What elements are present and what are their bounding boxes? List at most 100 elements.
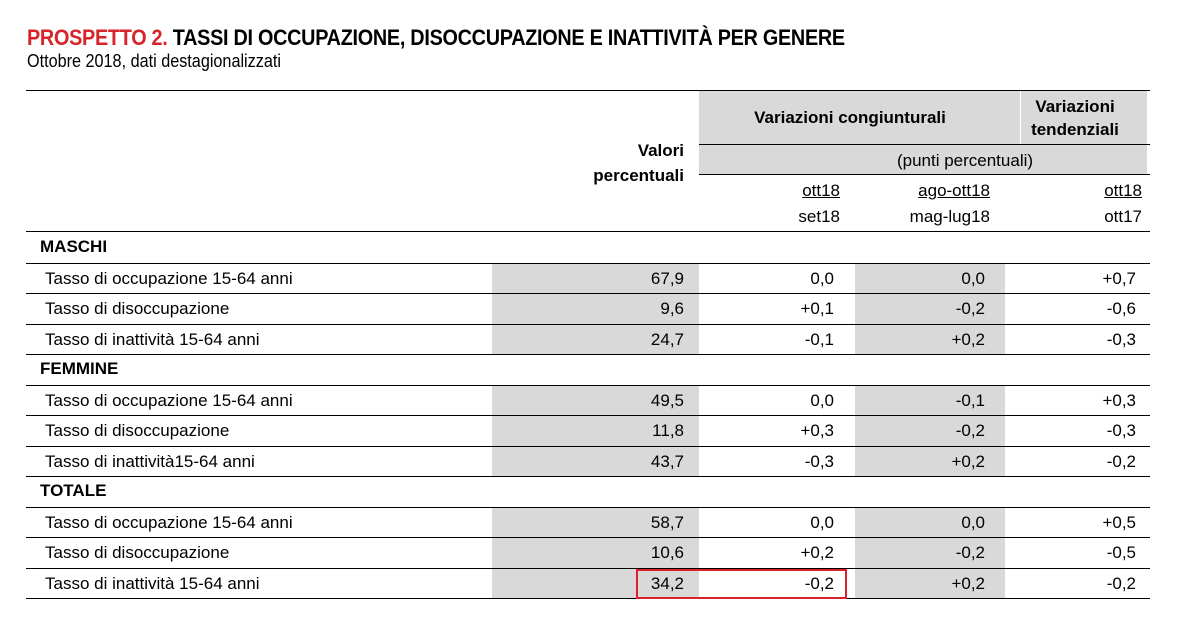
cong2-cell-bg — [855, 386, 1005, 416]
cong1-cell: -0,1 — [804, 330, 834, 349]
cong1-cell: -0,3 — [804, 452, 834, 471]
row-label: Tasso di disoccupazione — [45, 543, 230, 562]
valore-cell: 34,2 — [650, 574, 684, 593]
header-punti: (punti percentuali) — [896, 151, 1034, 170]
header-rule-1 — [699, 144, 1150, 145]
cong2-cell: +0,2 — [951, 574, 985, 593]
cong2-cell-bg — [855, 416, 1005, 446]
cong1-cell: -0,2 — [804, 574, 834, 593]
row-label: Tasso di inattività 15-64 anni — [45, 574, 260, 593]
row-rule — [26, 354, 1150, 355]
valore-cell: 24,7 — [650, 330, 684, 349]
cong1-cell: 0,0 — [810, 513, 834, 532]
header-valori: Valori — [637, 141, 684, 160]
valore-cell: 11,8 — [652, 421, 684, 440]
tend-cell: -0,3 — [1106, 421, 1136, 440]
cong1-cell: +0,2 — [800, 543, 834, 562]
row-rule — [26, 598, 1150, 599]
tend-cell: +0,3 — [1102, 391, 1136, 410]
header-bottom-rule — [26, 231, 1150, 232]
row-label: Tasso di inattività 15-64 anni — [45, 330, 260, 349]
table-top-rule — [26, 90, 1150, 91]
title-block: PROSPETTO 2. TASSI DI OCCUPAZIONE, DISOC… — [27, 24, 936, 71]
valore-cell: 9,6 — [660, 299, 684, 318]
tend-cell: -0,5 — [1106, 543, 1136, 562]
header-col2-top: ago-ott18 — [918, 181, 990, 200]
section-label: FEMMINE — [40, 359, 119, 378]
cong2-cell: -0,2 — [955, 421, 985, 440]
tend-cell: -0,3 — [1106, 330, 1136, 349]
cong1-cell: 0,0 — [810, 391, 834, 410]
header-percentuali: percentuali — [593, 166, 684, 185]
tend-cell: -0,2 — [1106, 452, 1136, 471]
row-label: Tasso di occupazione 15-64 anni — [45, 513, 293, 532]
cong2-cell-bg — [855, 447, 1005, 477]
row-rule — [26, 446, 1150, 447]
valore-cell: 67,9 — [650, 269, 684, 288]
row-rule — [26, 324, 1150, 325]
tend-cell: -0,6 — [1106, 299, 1136, 318]
header-gray-top — [699, 91, 1147, 144]
page-title: PROSPETTO 2. TASSI DI OCCUPAZIONE, DISOC… — [27, 24, 845, 52]
valore-cell-bg — [492, 386, 699, 416]
section-label: MASCHI — [40, 237, 108, 256]
row-rule — [26, 568, 1150, 569]
section-rule — [26, 263, 1150, 264]
cong2-cell: -0,2 — [955, 543, 985, 562]
cong2-cell: -0,1 — [955, 391, 985, 410]
row-rule — [26, 293, 1150, 294]
valore-cell-bg — [492, 325, 699, 355]
title-prefix: PROSPETTO 2. — [27, 25, 168, 50]
cong2-cell-bg — [855, 569, 1005, 599]
cong2-cell: -0,2 — [955, 299, 985, 318]
valore-cell: 58,7 — [650, 513, 684, 532]
header-var-tend-2: tendenziali — [1031, 120, 1119, 139]
header-rule-2 — [699, 174, 1150, 175]
section-label: TOTALE — [40, 481, 107, 500]
valore-cell-bg — [492, 416, 699, 446]
valore-cell-bg — [492, 294, 699, 324]
valore-cell-bg — [492, 264, 699, 294]
valore-cell: 43,7 — [650, 452, 684, 471]
cong2-cell-bg — [855, 264, 1005, 294]
valore-cell-bg — [492, 447, 699, 477]
header-gray-punti — [699, 144, 1147, 174]
header-separator — [1020, 91, 1021, 144]
row-rule — [26, 415, 1150, 416]
section-rule — [26, 385, 1150, 386]
row-label: Tasso di disoccupazione — [45, 299, 230, 318]
cong2-cell: 0,0 — [961, 513, 985, 532]
cong2-cell: +0,2 — [951, 452, 985, 471]
title-text: TASSI DI OCCUPAZIONE, DISOCCUPAZIONE E I… — [172, 25, 845, 50]
row-label: Tasso di disoccupazione — [45, 421, 230, 440]
row-rule — [26, 476, 1150, 477]
cong1-cell: +0,3 — [800, 421, 834, 440]
header-col2-bottom: mag-lug18 — [909, 207, 990, 226]
section-rule — [26, 507, 1150, 508]
cong2-cell-bg — [855, 294, 1005, 324]
cong1-cell: +0,1 — [800, 299, 834, 318]
valore-cell: 10,6 — [650, 543, 684, 562]
highlight-box — [636, 569, 847, 599]
cong2-cell: +0,2 — [951, 330, 985, 349]
header-var-tend-1: Variazioni — [1035, 97, 1115, 116]
cong2-cell: 0,0 — [961, 269, 985, 288]
row-label: Tasso di occupazione 15-64 anni — [45, 269, 293, 288]
tend-cell: -0,2 — [1106, 574, 1136, 593]
cong1-cell: 0,0 — [810, 269, 834, 288]
valore-cell: 49,5 — [650, 391, 684, 410]
page-subtitle: Ottobre 2018, dati destagionalizzati — [27, 51, 281, 71]
header-col3-bottom: ott17 — [1104, 207, 1142, 226]
row-label: Tasso di occupazione 15-64 anni — [45, 391, 293, 410]
cong2-cell-bg — [855, 538, 1005, 568]
valore-cell-bg — [492, 508, 699, 538]
header-col1-top: ott18 — [802, 181, 840, 200]
row-label: Tasso di inattività15-64 anni — [45, 452, 255, 471]
valore-cell-bg — [492, 569, 699, 599]
row-rule — [26, 537, 1150, 538]
header-var-cong: Variazioni congiunturali — [754, 108, 946, 127]
header-col3-top: ott18 — [1104, 181, 1142, 200]
valore-cell-bg — [492, 538, 699, 568]
cong2-cell-bg — [855, 508, 1005, 538]
tend-cell: +0,7 — [1102, 269, 1136, 288]
